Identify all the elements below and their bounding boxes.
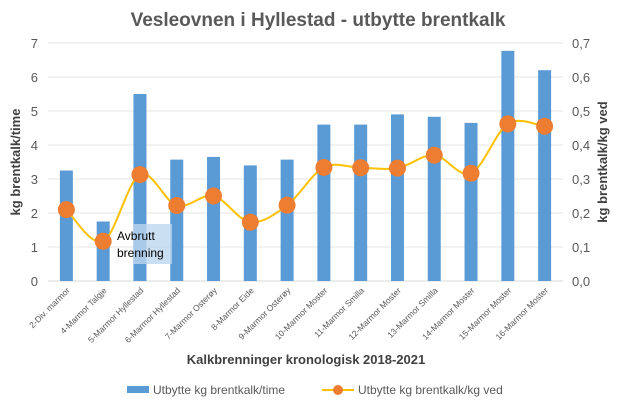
line-marker: [352, 159, 370, 177]
y-tick-label: 0: [31, 274, 38, 289]
legend-line-label: Utbytte kg brentkalk/kg ved: [358, 383, 503, 397]
y-axis-label: kg brentkalk/time: [8, 109, 23, 216]
y2-tick-label: 0,4: [572, 138, 590, 153]
line-marker: [388, 159, 406, 177]
line-marker: [536, 117, 554, 135]
bar: [170, 159, 184, 281]
chart-title: Vesleovnen i Hyllestad - utbytte brentka…: [131, 10, 506, 31]
legend: Utbytte kg brentkalk/time Utbytte kg bre…: [127, 383, 503, 397]
legend-bar-label: Utbytte kg brentkalk/time: [153, 383, 285, 397]
y2-tick-label: 0,0: [572, 274, 590, 289]
y2-tick-label: 0,6: [572, 70, 590, 85]
y2-tick-label: 0,7: [572, 36, 590, 51]
annotation: Avbrutt brenning: [117, 224, 172, 264]
annotation-line1: Avbrutt: [117, 229, 155, 243]
line-marker: [462, 164, 480, 182]
bar: [464, 122, 478, 282]
line-marker: [168, 197, 186, 215]
legend-bar-swatch: [127, 386, 149, 393]
y-tick-label: 2: [31, 206, 38, 221]
bar: [354, 124, 368, 281]
bar: [280, 159, 294, 281]
line-marker: [57, 201, 75, 219]
y-tick-label: 5: [31, 104, 38, 119]
bar: [501, 50, 515, 281]
line-marker: [425, 146, 443, 164]
line-marker: [499, 115, 517, 133]
line-marker: [205, 187, 223, 205]
bar: [96, 221, 110, 281]
bar: [317, 124, 331, 281]
line-marker: [241, 213, 259, 231]
annotation-box: [133, 224, 172, 264]
bar: [427, 116, 441, 281]
line-marker: [131, 166, 149, 184]
bar: [538, 70, 552, 281]
y-tick-label: 1: [31, 240, 38, 255]
bar: [59, 170, 73, 281]
y2-tick-label: 0,1: [572, 240, 590, 255]
line-marker: [94, 232, 112, 250]
y2-axis-label: kg brentkalk/kg ved: [595, 101, 610, 222]
annotation-line2: brenning: [117, 246, 164, 260]
y-tick-label: 7: [31, 36, 38, 51]
bar: [207, 156, 221, 281]
y2-tick-label: 0,5: [572, 104, 590, 119]
y2-tick-label: 0,3: [572, 172, 590, 187]
legend-line-marker: [333, 385, 343, 395]
bar: [390, 114, 404, 282]
y-tick-label: 3: [31, 172, 38, 187]
y2-tick-label: 0,2: [572, 206, 590, 221]
y-tick-label: 4: [31, 138, 38, 153]
line-marker: [278, 196, 296, 214]
x-axis-label: Kalkbrenninger kronologisk 2018-2021: [187, 352, 425, 367]
y-tick-label: 6: [31, 70, 38, 85]
line-marker: [315, 158, 333, 176]
